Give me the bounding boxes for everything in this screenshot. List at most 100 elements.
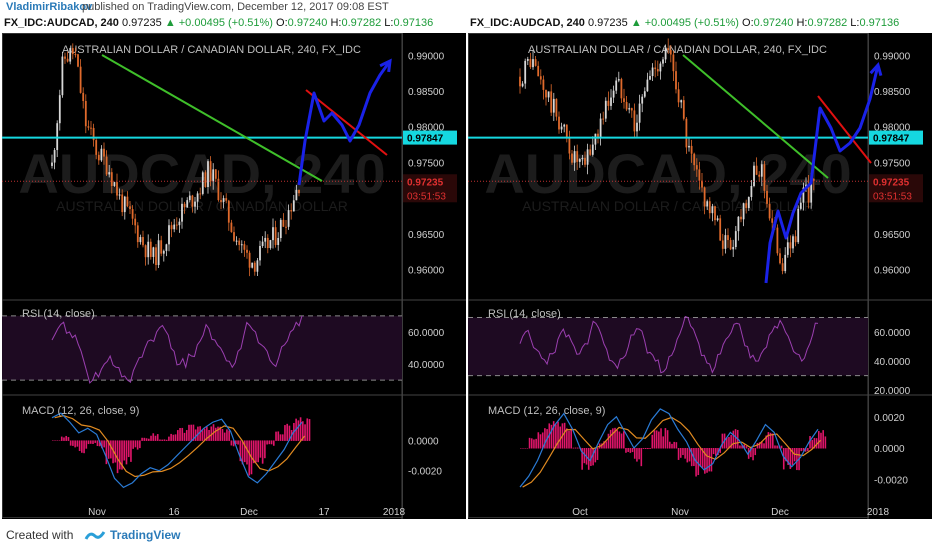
macd-histogram-bar (752, 448, 754, 461)
macd-histogram-bar (201, 430, 204, 441)
candle-body (214, 169, 217, 179)
macd-histogram-bar (219, 426, 222, 441)
macd-histogram-bar (804, 448, 807, 452)
projection-arrow-path (764, 64, 880, 284)
macd-histogram-bar (704, 448, 706, 474)
red-trendline (305, 89, 388, 156)
candle-body (584, 157, 586, 165)
rsi-tick-label: 40.0000 (408, 360, 445, 371)
macd-histogram-bar (743, 444, 746, 449)
macd-histogram-bar (706, 448, 708, 473)
macd-histogram-bar (150, 435, 152, 441)
candle-body (747, 197, 750, 208)
candle-body (789, 242, 792, 249)
candle-body (724, 235, 727, 249)
time-tick-label: Dec (240, 507, 258, 518)
macd-histogram-bar (208, 429, 210, 441)
macd-histogram-bar (163, 439, 166, 441)
candle-body (279, 219, 282, 239)
chart-panel-right[interactable]: AUDCAD, 240 AUSTRALIAN DOLLAR / CANADIAN … (468, 33, 932, 519)
macd-histogram-bar (782, 448, 785, 470)
candle-body (797, 208, 800, 243)
candle-body (526, 58, 529, 61)
tradingview-brand-link[interactable]: TradingView (110, 528, 181, 542)
candle-body (64, 56, 66, 59)
tradingview-logo-icon (84, 531, 106, 540)
macd-histogram-bar (728, 436, 730, 449)
macd-histogram-bar (791, 448, 794, 466)
last-price-label: 0.97235 (587, 17, 628, 29)
macd-histogram-bar (763, 443, 765, 449)
macd-histogram-bar (815, 438, 818, 449)
candle-body (113, 182, 116, 187)
macd-histogram-bar (673, 441, 675, 449)
candle-body (181, 203, 183, 222)
macd-histogram-bar (257, 440, 259, 463)
candle-body (108, 172, 111, 175)
macd-histogram-bar (590, 448, 592, 466)
chart-panel-left[interactable]: AUDCAD, 240 AUSTRALIAN DOLLAR / CANADIAN … (2, 33, 466, 519)
macd-histogram-bar (308, 419, 311, 441)
macd-histogram-bar (568, 430, 570, 449)
macd-histogram-bar (252, 440, 255, 464)
chart-svg-right[interactable]: AUDCAD, 240 AUSTRALIAN DOLLAR / CANADIAN … (468, 33, 932, 519)
macd-histogram-bar (118, 440, 121, 470)
macd-histogram-bar (121, 440, 123, 470)
projection-arrow-path (297, 60, 392, 186)
candle-body (170, 225, 173, 230)
candle-body (714, 206, 716, 221)
candle-body (69, 48, 72, 62)
macd-histogram-bar (570, 428, 572, 449)
candle-body (264, 237, 267, 242)
candle-body (688, 145, 690, 148)
candle-body (277, 238, 280, 245)
watermark: AUDCAD, 240 (484, 142, 851, 205)
time-tick-label: 2018 (383, 507, 406, 518)
candle-body (807, 184, 810, 203)
macd-histogram-bar (666, 430, 669, 449)
last-price-value: 0.97235 (873, 177, 910, 188)
change-label: ▲ +0.00495 (+0.51%) (630, 17, 739, 29)
high-value: 0.97282 (341, 17, 382, 29)
candle-body (175, 224, 178, 226)
candle-body (672, 54, 675, 72)
candle-body (560, 126, 563, 130)
green-trendline (682, 54, 829, 179)
candle-body (97, 154, 100, 161)
candle-body (768, 203, 771, 219)
macd-histogram-bar (603, 441, 605, 449)
price-tick-label: 0.96000 (408, 265, 445, 276)
candle-body (131, 209, 134, 219)
candle-body (664, 48, 667, 60)
candle-body (565, 124, 568, 138)
candle-body (118, 194, 121, 196)
macd-line (51, 412, 303, 489)
macd-histogram-bar (605, 441, 608, 449)
macd-histogram-bar (63, 437, 65, 441)
horizontal-level-tag (869, 130, 923, 145)
time-tick-label: 2018 (867, 507, 890, 518)
candle-body (292, 200, 295, 212)
candle-body (558, 116, 560, 130)
author-link[interactable]: VladimirRibakov (6, 1, 93, 13)
candle-body (235, 240, 238, 242)
candle-body (568, 137, 571, 154)
candle-body (703, 187, 706, 207)
macd-tick-label: 0.0000 (874, 444, 905, 455)
candle-body (766, 190, 768, 204)
macd-histogram-bar (60, 436, 63, 441)
candle-body (698, 169, 701, 181)
macd-histogram-bar (89, 440, 92, 444)
macd-histogram-bar (633, 448, 636, 459)
macd-histogram-bar (679, 448, 682, 458)
macd-histogram-bar (721, 433, 724, 449)
macd-histogram-bar (824, 436, 827, 449)
macd-histogram-bar (127, 440, 130, 458)
macd-histogram-bar (85, 440, 88, 449)
macd-histogram-bar (107, 440, 110, 459)
time-tick-label: Dec (771, 507, 789, 518)
candle-body (103, 148, 105, 157)
candle-body (274, 227, 277, 245)
candle-body (144, 245, 147, 258)
